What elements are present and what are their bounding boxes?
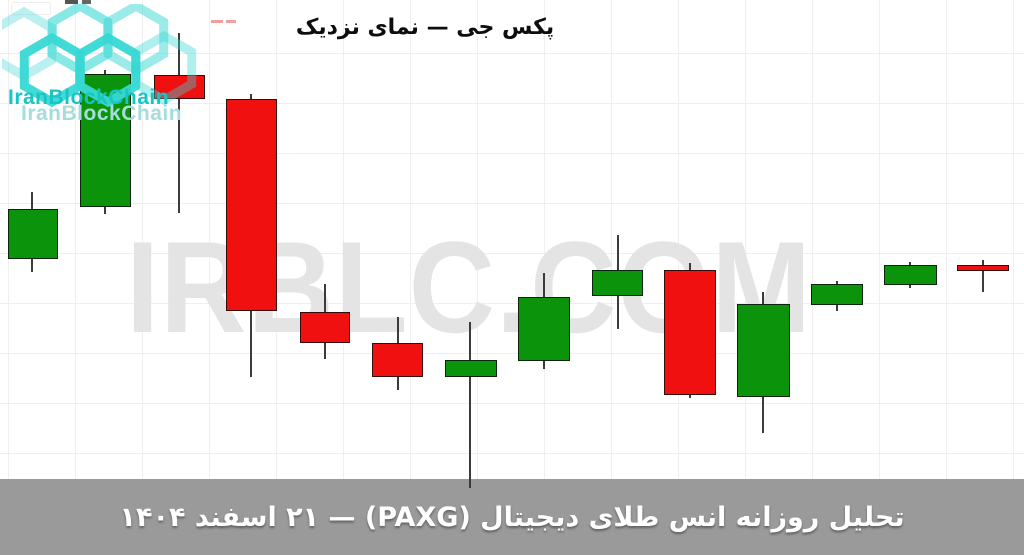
chart-title: پکس جی — نمای نزدیک <box>295 15 555 40</box>
grid-line-vertical <box>745 0 746 479</box>
grid-line-vertical <box>678 0 679 479</box>
grid-line-horizontal <box>0 53 1024 54</box>
candle-7-body-bull <box>445 360 497 377</box>
grid-line-vertical <box>410 0 411 479</box>
candle-6-body-bear <box>372 343 423 377</box>
candle-4-body-bear <box>226 99 277 311</box>
grid-line-vertical <box>343 0 344 479</box>
grid-line-vertical <box>209 0 210 479</box>
grid-line-vertical <box>1013 0 1014 479</box>
candle-7-wick <box>469 322 471 488</box>
ghost-toolbar-artifact <box>11 2 51 15</box>
candle-13-body-bull <box>884 265 937 285</box>
grid-line-vertical <box>611 0 612 479</box>
logo-wordmark-echo: IranBlockChain <box>21 102 183 125</box>
grid-line-horizontal <box>0 253 1024 254</box>
grid-line-vertical <box>879 0 880 479</box>
candle-9-body-bull <box>592 270 643 296</box>
candle-5-body-bear <box>300 312 350 343</box>
caption-bar <box>0 479 1024 555</box>
candle-14-wick <box>982 260 984 292</box>
edge-artifact-mark <box>65 0 78 4</box>
grid-line-horizontal <box>0 153 1024 154</box>
edge-artifact-mark <box>211 20 223 23</box>
candle-12-body-bull <box>811 284 863 305</box>
candle-1-body-bull <box>8 209 58 259</box>
grid-line-horizontal <box>0 303 1024 304</box>
grid-line-vertical <box>75 0 76 479</box>
candle-11-body-bull <box>737 304 790 397</box>
caption-text: تحلیل روزانه انس طلای دیجیتال (PAXG) — ۲… <box>119 501 905 533</box>
grid-line-vertical <box>812 0 813 479</box>
grid-line-vertical <box>544 0 545 479</box>
grid-line-vertical <box>477 0 478 479</box>
hexagon-cluster-icon <box>2 4 197 108</box>
logo-wordmark: IranBlockChain <box>8 86 170 109</box>
candle-14-body-bear <box>957 265 1009 271</box>
edge-artifact-mark <box>82 0 91 4</box>
edge-artifact-mark <box>226 20 236 23</box>
grid-line-vertical <box>142 0 143 479</box>
grid-line-horizontal <box>0 103 1024 104</box>
grid-line-vertical <box>946 0 947 479</box>
candle-3-body-bear <box>154 75 205 99</box>
candle-8-body-bull <box>518 297 570 361</box>
grid-line-horizontal <box>0 353 1024 354</box>
iranblockchain-logo: IranBlockChain IranBlockChain <box>0 0 210 135</box>
chart-grid <box>0 0 1024 479</box>
candle-10-body-bear <box>664 270 716 395</box>
grid-line-horizontal <box>0 203 1024 204</box>
grid-line-horizontal <box>0 403 1024 404</box>
grid-line-horizontal <box>0 453 1024 454</box>
candle-3-wick <box>178 33 180 213</box>
